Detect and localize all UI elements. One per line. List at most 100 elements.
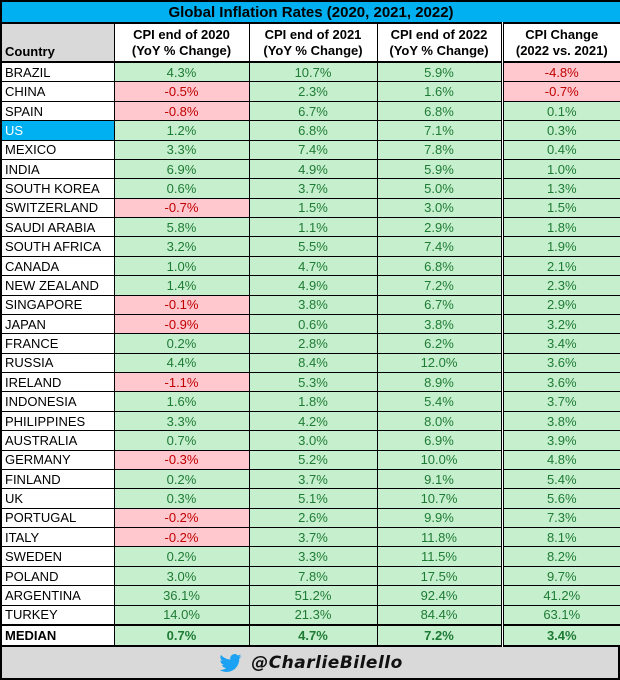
value-cell: 6.7%: [248, 100, 378, 122]
value-cell: 4.9%: [248, 158, 378, 180]
value-cell: 0.2%: [113, 546, 250, 567]
value-cell: 3.7%: [500, 391, 620, 412]
country-cell: TURKEY: [0, 604, 115, 626]
value-cell: 84.4%: [376, 604, 503, 626]
value-cell: 6.9%: [113, 158, 250, 180]
value-cell: 3.0%: [113, 565, 250, 587]
inflation-table: Global Inflation Rates (2020, 2021, 2022…: [0, 0, 620, 647]
value-cell: -0.2%: [113, 527, 250, 548]
value-cell: -0.7%: [500, 81, 620, 102]
value-cell: 63.1%: [500, 604, 620, 626]
value-cell: 51.2%: [248, 585, 378, 606]
value-cell: 0.3%: [113, 488, 250, 509]
value-cell: 1.1%: [248, 217, 378, 238]
country-cell: ITALY: [0, 527, 115, 548]
value-cell: 17.5%: [376, 565, 503, 587]
table-title: Global Inflation Rates (2020, 2021, 2022…: [0, 0, 620, 24]
country-cell: SAUDI ARABIA: [0, 217, 115, 238]
value-cell: 1.0%: [113, 255, 250, 277]
value-cell: 5.5%: [248, 236, 378, 257]
value-cell: 3.2%: [500, 313, 620, 335]
value-cell: 3.4%: [500, 333, 620, 354]
value-cell: -0.2%: [113, 507, 250, 529]
country-cell: US: [0, 120, 115, 141]
value-cell: 3.6%: [500, 372, 620, 393]
value-cell: 41.2%: [500, 585, 620, 606]
value-cell: 6.8%: [376, 100, 503, 122]
value-cell: 10.7%: [376, 488, 503, 509]
country-cell: FINLAND: [0, 468, 115, 490]
value-cell: 92.4%: [376, 585, 503, 606]
value-cell: -0.7%: [113, 197, 250, 219]
value-cell: 3.2%: [113, 236, 250, 257]
value-cell: 5.4%: [500, 468, 620, 490]
table-row: PHILIPPINES 3.3% 4.2% 8.0% 3.8%: [0, 410, 620, 432]
value-cell: 2.9%: [376, 217, 503, 238]
table-row: GERMANY -0.3% 5.2% 10.0% 4.8%: [0, 449, 620, 470]
value-cell: 10.0%: [376, 449, 503, 470]
value-cell: -1.1%: [113, 372, 250, 393]
value-cell: 2.8%: [248, 333, 378, 354]
value-cell: 5.2%: [248, 449, 378, 470]
value-cell: 7.8%: [248, 565, 378, 587]
table-row: INDONESIA 1.6% 1.8% 5.4% 3.7%: [0, 391, 620, 412]
country-cell: CANADA: [0, 255, 115, 277]
country-cell: PORTUGAL: [0, 507, 115, 529]
country-cell: SOUTH AFRICA: [0, 236, 115, 257]
country-cell: FRANCE: [0, 333, 115, 354]
value-cell: 6.2%: [376, 333, 503, 354]
table-row: JAPAN -0.9% 0.6% 3.8% 3.2%: [0, 313, 620, 335]
table-row: SOUTH AFRICA 3.2% 5.5% 7.4% 1.9%: [0, 236, 620, 257]
value-cell: 4.9%: [248, 275, 378, 296]
table-row: IRELAND -1.1% 5.3% 8.9% 3.6%: [0, 372, 620, 393]
value-cell: 1.8%: [248, 391, 378, 412]
value-cell: 3.0%: [376, 197, 503, 219]
value-cell: 7.2%: [376, 624, 503, 647]
value-cell: 3.6%: [500, 352, 620, 374]
table-row: SAUDI ARABIA 5.8% 1.1% 2.9% 1.8%: [0, 217, 620, 238]
value-cell: 0.6%: [113, 178, 250, 199]
value-cell: 4.7%: [248, 624, 378, 647]
value-cell: 12.0%: [376, 352, 503, 374]
value-cell: 8.2%: [500, 546, 620, 567]
value-cell: -0.8%: [113, 100, 250, 122]
value-cell: 7.8%: [376, 139, 503, 160]
value-cell: 6.7%: [376, 294, 503, 315]
value-cell: 3.3%: [113, 139, 250, 160]
country-cell: ARGENTINA: [0, 585, 115, 606]
table-row: SWEDEN 0.2% 3.3% 11.5% 8.2%: [0, 546, 620, 567]
country-cell: BRAZIL: [0, 61, 115, 83]
value-cell: 7.1%: [376, 120, 503, 141]
table-row: PORTUGAL -0.2% 2.6% 9.9% 7.3%: [0, 507, 620, 529]
table-row: SOUTH KOREA 0.6% 3.7% 5.0% 1.3%: [0, 178, 620, 199]
twitter-handle: @CharlieBilello: [251, 652, 403, 673]
value-cell: 5.6%: [500, 488, 620, 509]
table-row: SPAIN -0.8% 6.7% 6.8% 0.1%: [0, 100, 620, 122]
value-cell: 0.2%: [113, 468, 250, 490]
table-row: MEXICO 3.3% 7.4% 7.8% 0.4%: [0, 139, 620, 160]
value-cell: 8.0%: [376, 410, 503, 432]
value-cell: 3.8%: [248, 294, 378, 315]
header-row: Country CPI end of 2020 (YoY % Change) C…: [0, 22, 620, 63]
value-cell: 3.3%: [113, 410, 250, 432]
value-cell: 1.6%: [376, 81, 503, 102]
country-cell: UK: [0, 488, 115, 509]
column-header-cpi-2020: CPI end of 2020 (YoY % Change): [113, 22, 250, 63]
value-cell: -0.3%: [113, 449, 250, 470]
value-cell: 7.3%: [500, 507, 620, 529]
value-cell: 2.9%: [500, 294, 620, 315]
value-cell: 21.3%: [248, 604, 378, 626]
median-row: MEDIAN 0.7% 4.7% 7.2% 3.4%: [0, 624, 620, 647]
country-cell: SOUTH KOREA: [0, 178, 115, 199]
value-cell: 0.3%: [500, 120, 620, 141]
value-cell: 2.3%: [500, 275, 620, 296]
value-cell: -0.9%: [113, 313, 250, 335]
table-row: CHINA -0.5% 2.3% 1.6% -0.7%: [0, 81, 620, 102]
country-cell: SPAIN: [0, 100, 115, 122]
value-cell: -0.5%: [113, 81, 250, 102]
column-header-cpi-2022: CPI end of 2022 (YoY % Change): [376, 22, 503, 63]
value-cell: 1.0%: [500, 158, 620, 180]
value-cell: -0.1%: [113, 294, 250, 315]
table-row: UK 0.3% 5.1% 10.7% 5.6%: [0, 488, 620, 509]
country-cell: SINGAPORE: [0, 294, 115, 315]
